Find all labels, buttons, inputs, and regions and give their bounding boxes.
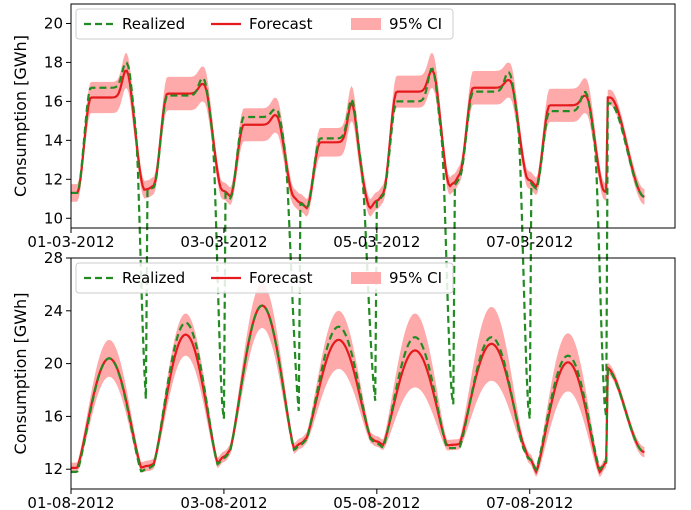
y-tick-label: 18 [44, 53, 63, 71]
legend-ci-label: 95% CI [389, 269, 442, 287]
legend-forecast-label: Forecast [249, 269, 313, 287]
y-axis-label: Consumption [GWh] [11, 35, 30, 197]
y-tick-label: 14 [44, 131, 63, 149]
y-tick-label: 16 [44, 92, 63, 110]
x-tick-label: 07-08-2012 [486, 494, 573, 510]
y-tick-label: 20 [44, 14, 63, 32]
y-tick-label: 20 [44, 355, 63, 373]
x-tick-label: 01-08-2012 [27, 494, 114, 510]
realized-line [71, 304, 645, 473]
x-tick-label: 01-03-2012 [27, 233, 114, 251]
legend: Realized Forecast 95% CI [75, 262, 454, 294]
x-tick-label: 07-03-2012 [486, 233, 573, 251]
plot-frame [70, 257, 676, 490]
legend-ci-label: 95% CI [389, 15, 442, 33]
legend-ci-swatch [351, 18, 381, 30]
y-tick-label: 24 [44, 302, 63, 320]
x-tick-label: 03-08-2012 [180, 494, 267, 510]
plot-frame [70, 3, 676, 229]
legend-box [75, 262, 454, 294]
y-tick-label: 16 [44, 407, 63, 425]
realized-line [71, 61, 645, 420]
y-tick-label: 12 [44, 460, 63, 478]
legend-ci-swatch [351, 272, 381, 284]
legend-realized-label: Realized [122, 269, 185, 287]
x-tick-label: 03-03-2012 [180, 233, 267, 251]
top-chart-panel: 10 12 14 16 18 20 01-03-2012 03-03-2012 05-03-20… [11, 3, 676, 420]
y-tick-label: 12 [44, 170, 63, 188]
legend-forecast-label: Forecast [249, 15, 313, 33]
ci-band [71, 283, 645, 478]
x-tick-label: 05-08-2012 [333, 494, 420, 510]
legend-box [75, 8, 454, 40]
x-tick-label: 05-03-2012 [333, 233, 420, 251]
legend-realized-label: Realized [122, 15, 185, 33]
bottom-chart-panel: 12 16 20 24 28 01-08-2012 03-08-2012 05-08-2012… [11, 249, 676, 510]
y-tick-label: 28 [44, 249, 63, 267]
y-axis-label: Consumption [GWh] [11, 293, 30, 455]
forecast-line [71, 69, 645, 210]
y-tick-label: 10 [44, 209, 63, 227]
legend: Realized Forecast 95% CI [75, 8, 454, 40]
